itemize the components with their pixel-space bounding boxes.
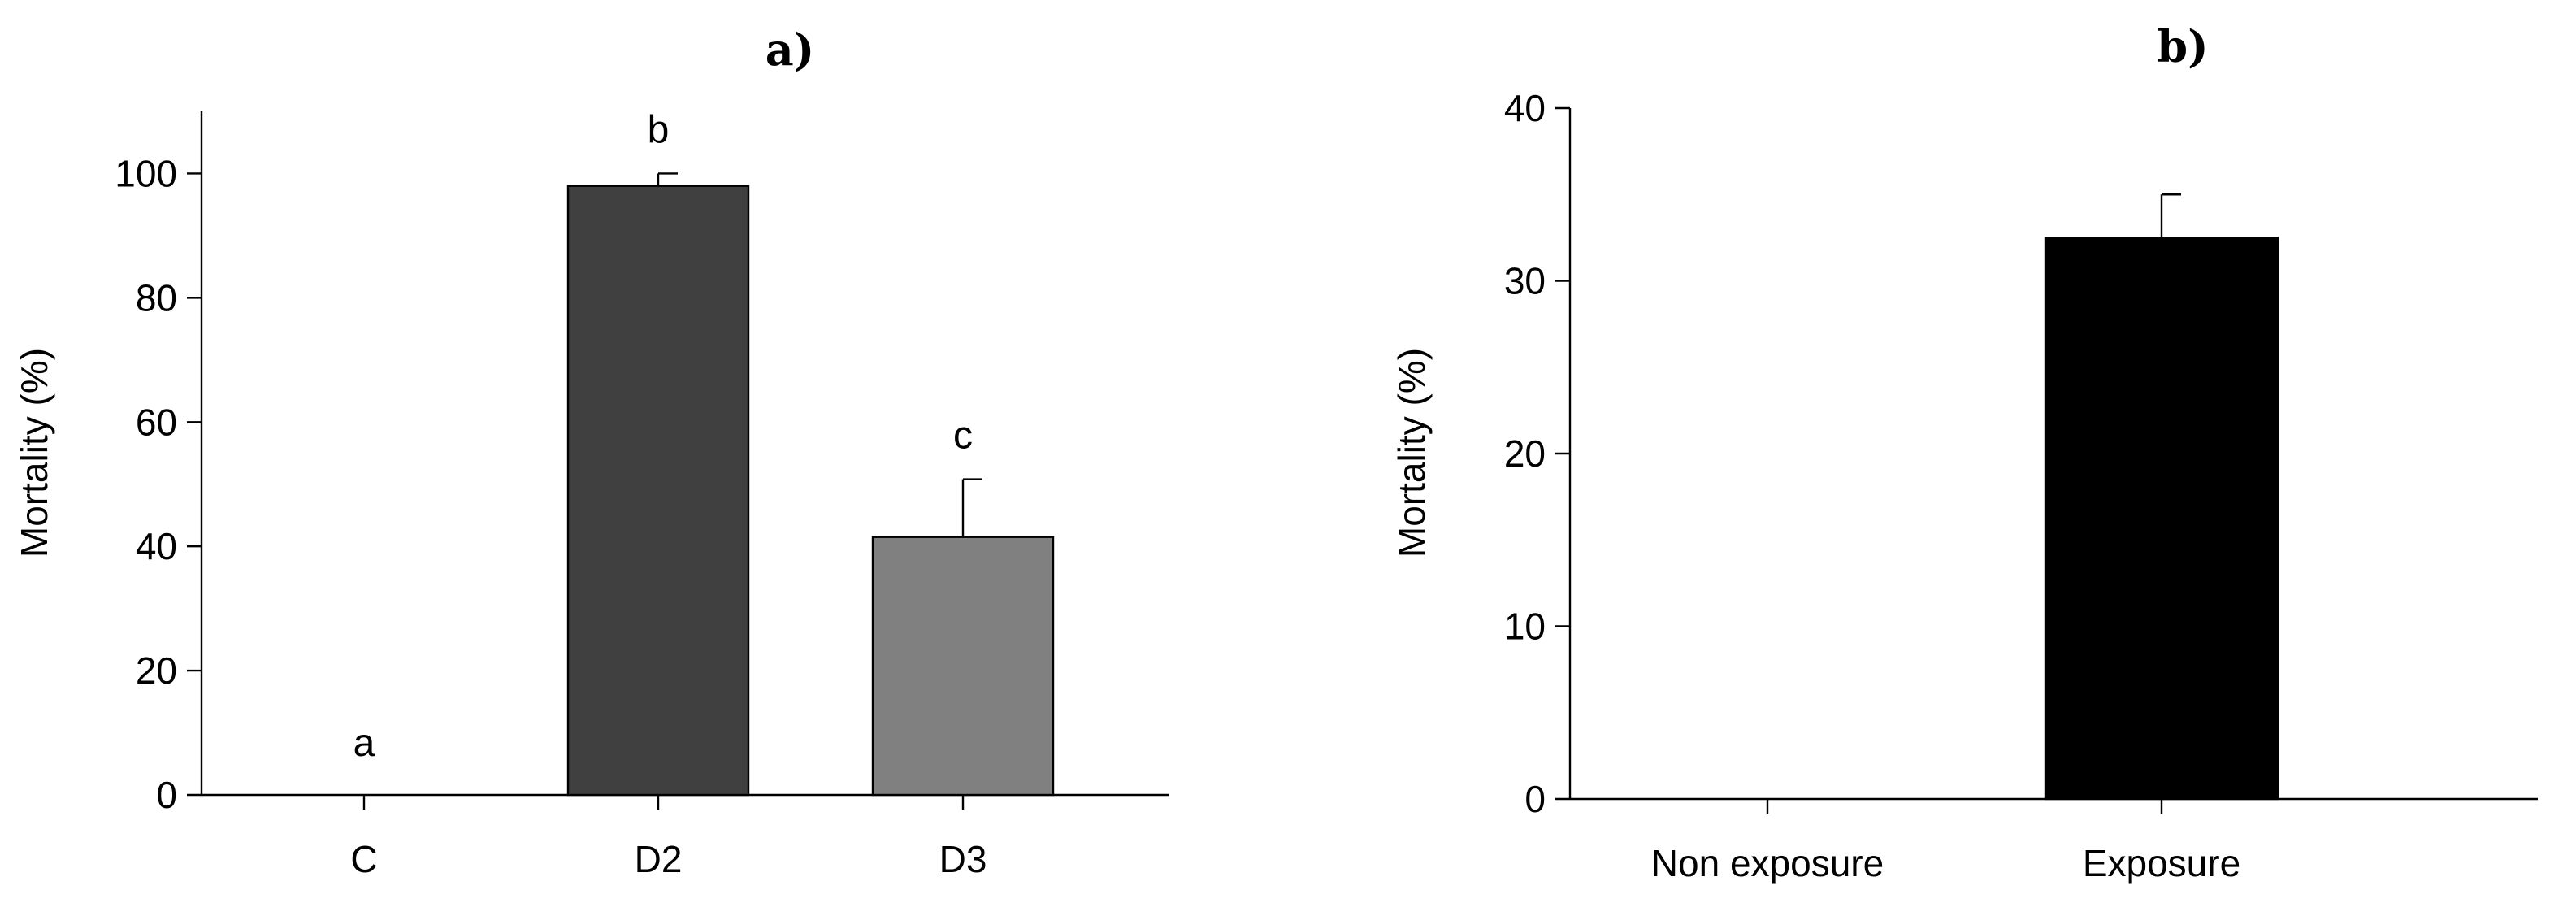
- panel-a-y-axis-title: Mortality (%): [13, 348, 55, 558]
- a-y-tick-label: 0: [156, 774, 177, 816]
- b-y-tick-label: 20: [1504, 432, 1546, 475]
- panel-b-x-ticks: Non exposure Exposure: [1651, 799, 2240, 884]
- panel-b-bars: [2044, 193, 2279, 801]
- a-x-tick-label: C: [350, 838, 377, 880]
- panel-a-label: a): [765, 24, 815, 76]
- b-y-tick-label: 10: [1504, 606, 1546, 648]
- a-y-tick-label: 60: [136, 401, 177, 443]
- a-y-tick-label: 40: [136, 525, 177, 567]
- a-y-tick-label: 80: [136, 276, 177, 319]
- b-bar: [2044, 237, 2279, 801]
- b-x-tick-label: Non exposure: [1651, 842, 1884, 884]
- panel-b-y-ticks: 0 10 20 30 40: [1504, 87, 1570, 820]
- a-significance-label: b: [648, 108, 670, 151]
- a-significance-label: c: [953, 415, 973, 458]
- panel-a: a) Mortality (%) 0 20 40 60 80 100 C D2 D3 a b c: [13, 24, 1169, 880]
- a-bar: [871, 536, 1055, 797]
- a-significance-label: a: [353, 722, 375, 765]
- b-y-tick-label: 30: [1504, 260, 1546, 302]
- a-y-tick-label: 100: [115, 152, 177, 194]
- panel-b-label: b): [2157, 20, 2208, 72]
- panel-a-bars: a b c: [353, 108, 1055, 797]
- a-x-tick-label: D3: [939, 838, 987, 880]
- b-x-tick-label: Exposure: [2083, 842, 2240, 884]
- b-y-tick-label: 0: [1524, 778, 1546, 820]
- b-y-tick-label: 40: [1504, 87, 1546, 129]
- panel-a-x-ticks: C D2 D3: [350, 795, 987, 880]
- panel-a-y-ticks: 0 20 40 60 80 100: [115, 152, 202, 816]
- a-y-tick-label: 20: [136, 649, 177, 692]
- panel-b: b) Mortality (%) 0 10 20 30 40 Non exposure E…: [1390, 20, 2538, 884]
- a-x-tick-label: D2: [635, 838, 683, 880]
- panel-b-y-axis-title: Mortality (%): [1390, 348, 1433, 558]
- a-bar: [566, 185, 750, 797]
